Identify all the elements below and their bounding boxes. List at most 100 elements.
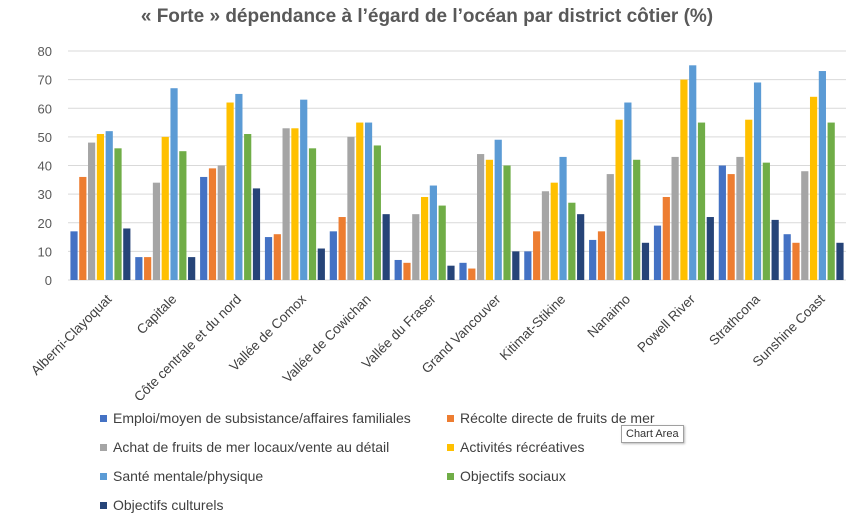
bar[interactable] [317,248,325,280]
bar[interactable] [114,148,122,280]
bar[interactable] [179,151,187,280]
bar[interactable] [356,122,364,280]
bar[interactable] [338,217,346,280]
legend-swatch [447,443,454,451]
legend-label: Objectifs sociaux [460,468,566,484]
bar[interactable] [382,214,390,280]
legend-swatch [447,414,454,422]
bar[interactable] [718,165,726,281]
bar[interactable] [161,136,169,280]
bar[interactable] [188,257,196,280]
x-tick-label: Strathcona [706,291,763,348]
bar[interactable] [347,136,355,280]
bar[interactable] [438,205,446,280]
bar[interactable] [783,234,791,280]
bar[interactable] [264,237,273,280]
bar[interactable] [244,134,252,280]
x-tick-label: Capitale [134,292,180,338]
bar[interactable] [801,171,809,280]
bar[interactable] [762,162,770,280]
bar[interactable] [589,239,597,280]
bar[interactable] [633,159,641,280]
bar[interactable] [653,225,662,280]
bar[interactable] [550,182,558,280]
bar[interactable] [641,242,650,280]
bar[interactable] [485,159,494,280]
bar[interactable] [541,191,550,280]
bar[interactable] [273,234,281,280]
bar[interactable] [88,142,96,280]
bar[interactable] [217,165,225,281]
bar-chart[interactable]: 0 10 20 30 40 50 60 70 80 Alberni-Clayoquat Capita… [0,0,854,400]
bar[interactable] [477,154,485,280]
bar[interactable] [429,185,437,280]
legend-label: Santé mentale/physique [113,468,264,484]
bar[interactable] [597,231,606,280]
bar[interactable] [792,242,800,280]
bar[interactable] [252,188,261,280]
bar[interactable] [79,176,87,280]
bar[interactable] [671,156,679,280]
bar[interactable] [697,122,706,280]
y-tick-label: 10 [38,244,52,259]
bar[interactable] [291,128,299,280]
bar[interactable] [235,93,243,280]
bar[interactable] [524,251,532,280]
bar[interactable] [208,168,217,280]
bar[interactable] [727,174,735,280]
bar[interactable] [736,156,744,280]
bar[interactable] [503,165,511,281]
x-tick-label: Kitimat-Stikine [497,292,569,364]
bar[interactable] [559,156,567,280]
bar[interactable] [494,139,502,280]
bar[interactable] [533,231,541,280]
bar[interactable] [459,262,467,280]
bar[interactable] [373,145,381,280]
bar[interactable] [420,196,429,280]
bar[interactable] [447,265,455,280]
bar[interactable] [300,99,308,280]
bar[interactable] [394,259,402,280]
x-tick-label: Côte centrale et du nord [131,292,244,400]
bar[interactable] [836,242,844,280]
bar[interactable] [615,119,623,280]
bar[interactable] [152,182,161,280]
bar[interactable] [624,102,632,281]
bar[interactable] [70,231,78,280]
bar[interactable] [96,134,105,280]
bar[interactable] [282,128,290,280]
bar[interactable] [329,231,337,280]
bar[interactable] [827,122,835,280]
bar[interactable] [753,82,762,280]
bar[interactable] [706,217,714,280]
y-tick-label: 30 [38,187,52,202]
bar[interactable] [308,148,317,280]
bar[interactable] [689,65,697,280]
legend-swatch [100,414,107,422]
bar[interactable] [771,219,779,280]
bar[interactable] [568,202,576,280]
bar[interactable] [606,174,614,280]
bar[interactable] [144,257,152,280]
bar[interactable] [468,268,476,280]
x-tick-label: Alberni-Clayoquat [28,291,115,378]
legend-label: Activités récréatives [460,439,585,455]
bar[interactable] [123,228,131,280]
bar[interactable] [403,262,411,280]
bar[interactable] [745,119,753,280]
bar[interactable] [170,88,178,281]
bar[interactable] [226,102,234,281]
bar[interactable] [577,214,585,280]
bar[interactable] [662,196,670,280]
bar[interactable] [818,71,826,280]
legend-item: Récolte directe de fruits de mer [447,410,655,426]
bar[interactable] [200,176,208,280]
bar[interactable] [364,122,373,280]
bar[interactable] [105,131,113,280]
bar[interactable] [135,257,143,280]
bar[interactable] [412,214,420,280]
bar[interactable] [512,251,520,280]
bar[interactable] [680,79,688,280]
chart-title: « Forte » dépendance à l’égard de l’océa… [140,6,714,27]
bar[interactable] [809,96,818,280]
